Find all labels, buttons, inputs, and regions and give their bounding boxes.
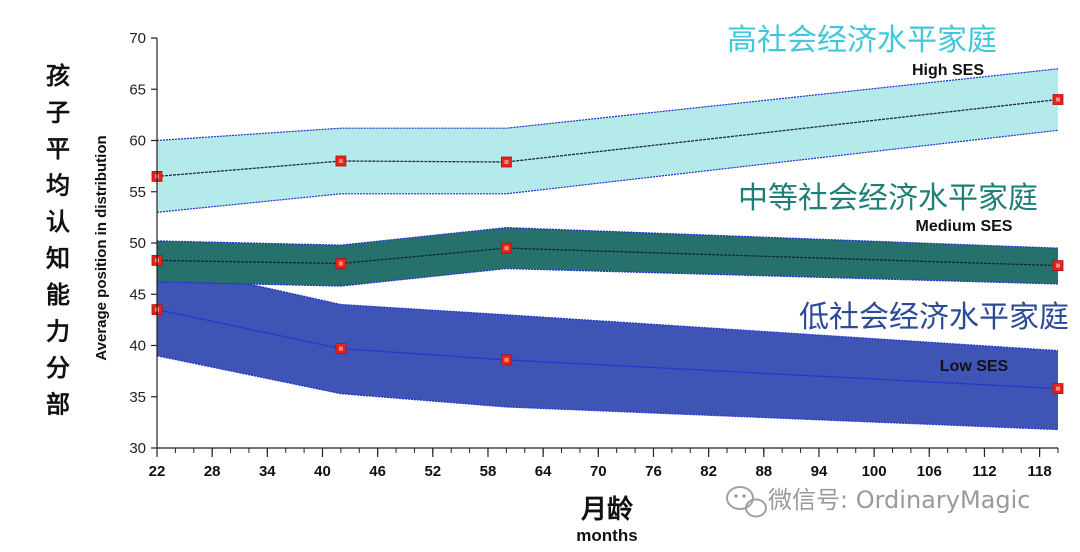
data-point-highlight (338, 346, 343, 351)
x-tick-label: 82 (700, 463, 717, 480)
series-label-high-ses: High SES (912, 62, 984, 79)
data-point-highlight (504, 246, 509, 251)
watermark: 微信号: OrdinaryMagic (726, 486, 1030, 518)
data-point-highlight (1056, 97, 1060, 102)
series-label-cn-medium-ses: 中等社会经济水平家庭 (738, 181, 1038, 216)
watermark-text: 微信号: OrdinaryMagic (768, 486, 1030, 514)
axes: 30 35 40 45 50 55 60 65 70 22 28 34 40 46 52 58 64 70 76 82… (129, 30, 1059, 480)
data-point-highlight (504, 160, 509, 164)
y-tick-label: 45 (129, 286, 146, 303)
wechat-icon (726, 486, 767, 518)
x-tick-label: 100 (862, 463, 887, 480)
y-tick-label: 40 (129, 338, 146, 355)
data-point-highlight (338, 261, 343, 266)
x-axis-label-cn: 月龄 (580, 494, 634, 525)
y-tick-label: 50 (129, 235, 146, 252)
x-tick-label: 40 (314, 463, 331, 480)
x-tick-label: 28 (204, 463, 221, 480)
data-point-highlight (1056, 263, 1060, 268)
x-axis-label: months (576, 526, 637, 545)
band-upper-edge (156, 226, 1059, 249)
band-high-ses (157, 68, 1058, 213)
y-tick-label: 60 (129, 133, 146, 150)
y-axis-label-cn: 孩子平均认知能力分部 (46, 62, 70, 419)
x-tick-label: 88 (755, 463, 772, 480)
series-lines (156, 98, 1059, 390)
x-tick-label: 34 (259, 463, 276, 480)
x-tick-label: 22 (149, 463, 166, 480)
band-upper-edge (156, 68, 1059, 142)
band-low-ses (157, 263, 1058, 430)
line-high-ses (156, 98, 1059, 178)
series-label-cn-low-ses: 低社会经济水平家庭 (799, 300, 1069, 335)
series-label-cn-high-ses: 高社会经济水平家庭 (727, 23, 997, 58)
data-point-highlight (338, 159, 343, 163)
x-tick-label: 58 (480, 463, 497, 480)
x-tick-label: 118 (1028, 463, 1052, 480)
x-tick-label: 52 (424, 463, 441, 480)
series-label-medium-ses: Medium SES (916, 218, 1013, 235)
y-tick-label: 70 (129, 30, 146, 47)
y-tick-label: 30 (129, 440, 146, 457)
x-tick-label: 106 (917, 463, 942, 480)
series-bands (156, 68, 1059, 431)
band-lower-edge (156, 267, 1059, 287)
series-label-low-ses: Low SES (940, 358, 1009, 375)
y-axis-label: Average position in distribution (93, 135, 110, 360)
line-low-ses (156, 308, 1059, 390)
series-labels: 高社会经济水平家庭 High SES 中等社会经济水平家庭 Medium SES 低社会… (727, 23, 1069, 375)
y-tick-label: 65 (129, 81, 146, 98)
x-tick-label: 70 (590, 463, 607, 480)
band-medium-ses (157, 227, 1058, 287)
x-tick-label: 112 (972, 463, 996, 480)
y-tick-label: 35 (129, 389, 146, 406)
x-tick-label: 46 (369, 463, 386, 480)
band-lower-edge (156, 129, 1059, 213)
x-tick-label: 76 (645, 463, 662, 480)
y-tick-label: 55 (129, 184, 146, 201)
data-point-highlight (504, 357, 509, 362)
x-tick-label: 64 (535, 463, 552, 480)
x-tick-label: 94 (811, 463, 828, 480)
band-lower-edge (156, 355, 1059, 431)
line-medium-ses (156, 247, 1059, 267)
data-point-highlight (1056, 386, 1060, 391)
